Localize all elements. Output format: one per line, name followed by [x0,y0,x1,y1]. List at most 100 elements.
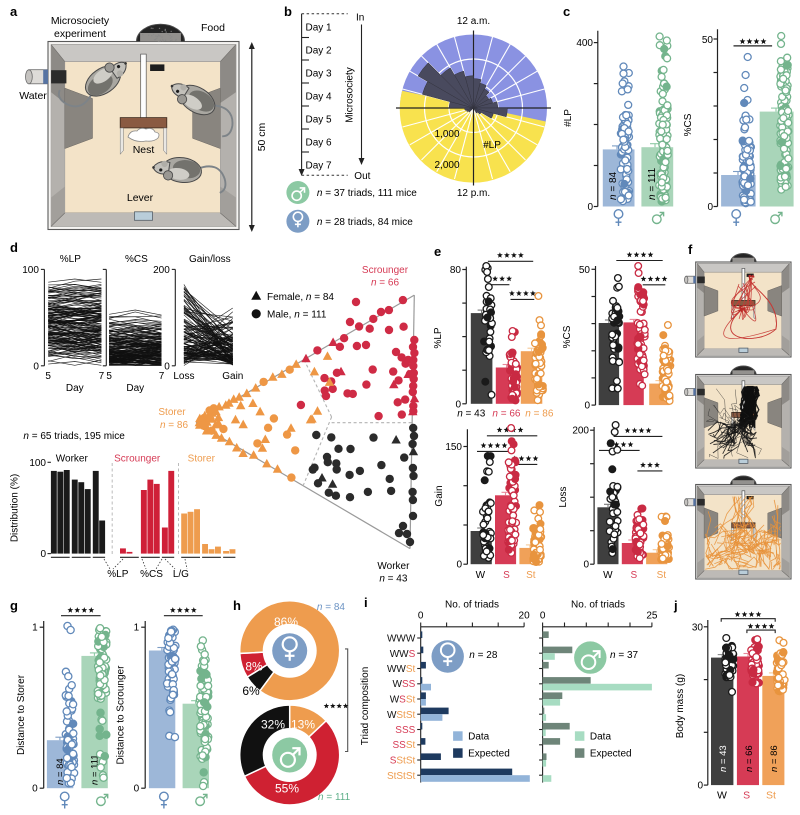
svg-text:0: 0 [164,361,170,372]
svg-text:150: 150 [445,442,462,453]
svg-text:g: g [10,598,18,613]
svg-text:n = 86: n = 86 [160,420,189,431]
svg-text:Distance to Storer: Distance to Storer [16,674,27,755]
svg-text:0: 0 [40,549,46,560]
svg-text:12 a.m.: 12 a.m. [457,16,490,27]
svg-text:St: St [657,570,667,581]
svg-text:Day 1: Day 1 [306,23,333,34]
svg-text:2,000: 2,000 [434,160,459,171]
svg-text:Gain/loss: Gain/loss [189,254,231,265]
svg-text:%CS: %CS [562,325,573,348]
svg-text:i: i [364,595,368,610]
svg-text:5: 5 [45,371,51,382]
svg-text:n = 66: n = 66 [492,409,521,420]
svg-text:StStSt: StStSt [387,771,416,782]
svg-text:h: h [233,598,241,613]
svg-text:experiment: experiment [54,28,106,40]
svg-text:Day 6: Day 6 [306,138,333,149]
svg-text:Storer: Storer [158,407,186,418]
svg-text:SSS: SSS [395,725,415,736]
svg-text:%CS: %CS [683,113,694,136]
svg-text:Worker: Worker [56,454,89,465]
svg-text:WSSt: WSSt [390,695,416,706]
svg-text:13%: 13% [291,718,315,732]
svg-text:n = 86: n = 86 [525,409,554,420]
svg-text:7: 7 [99,371,105,382]
svg-text:Male, n = 111: Male, n = 111 [267,310,327,321]
svg-text:n = 66: n = 66 [744,745,755,772]
svg-text:S: S [503,570,510,581]
svg-text:#LP: #LP [483,140,501,151]
svg-text:St: St [526,570,536,581]
svg-text:1: 1 [32,623,38,634]
svg-text:W: W [476,570,486,581]
svg-text:n = 43: n = 43 [457,409,486,420]
svg-text:Body mass (g): Body mass (g) [675,674,686,738]
svg-text:WWS: WWS [390,649,416,660]
svg-text:Gain: Gain [222,371,243,382]
svg-text:Day: Day [66,383,84,394]
svg-text:n = 43: n = 43 [718,745,729,772]
svg-text:n = 37: n = 37 [610,650,639,661]
svg-text:20: 20 [519,611,531,622]
svg-text:Out: Out [354,171,370,182]
svg-text:0: 0 [583,560,589,571]
svg-text:100: 100 [22,265,39,276]
svg-text:%CS: %CS [125,254,148,265]
svg-text:Day 5: Day 5 [306,115,333,126]
svg-text:St: St [766,790,776,802]
svg-text:d: d [10,240,18,255]
svg-text:0: 0 [707,202,713,213]
svg-text:Loss: Loss [558,486,569,507]
svg-text:Day 4: Day 4 [306,92,333,103]
svg-text:Distance to Scrounger: Distance to Scrounger [116,665,127,765]
svg-text:#LP: #LP [563,109,574,127]
svg-text:5: 5 [106,371,112,382]
svg-text:Day: Day [126,383,144,394]
svg-text:80: 80 [450,265,462,276]
svg-text:200: 200 [153,265,170,276]
svg-text:Expected: Expected [590,749,632,760]
svg-text:Day 7: Day 7 [306,161,333,172]
svg-text:Scrounger: Scrounger [114,454,161,465]
svg-text:c: c [563,4,570,19]
svg-text:Distribution (%): Distribution (%) [10,474,21,542]
svg-text:0: 0 [32,784,38,795]
svg-text:W: W [717,790,727,802]
svg-text:Microsociety: Microsociety [51,15,110,27]
svg-text:0: 0 [33,361,39,372]
svg-text:0: 0 [587,202,593,213]
svg-text:n = 111: n = 111 [318,792,351,803]
svg-text:n = 86: n = 86 [769,745,780,772]
svg-text:Female, n = 84: Female, n = 84 [267,292,334,303]
svg-text:f: f [688,242,693,257]
svg-text:400: 400 [576,38,593,49]
svg-text:n = 111: n = 111 [647,167,658,200]
svg-text:No. of triads: No. of triads [571,600,625,611]
svg-text:Nest: Nest [133,144,155,156]
svg-text:b: b [284,4,292,19]
svg-text:n = 43: n = 43 [379,574,408,585]
svg-text:n = 84: n = 84 [608,171,619,200]
svg-text:12 p.m.: 12 p.m. [457,188,490,199]
svg-text:Data: Data [468,732,490,743]
svg-text:0: 0 [697,781,703,792]
svg-text:32%: 32% [261,718,285,732]
svg-text:86%: 86% [274,615,298,629]
svg-text:200: 200 [572,426,589,437]
svg-text:n = 28: n = 28 [469,650,498,661]
svg-text:Food: Food [201,22,225,34]
svg-text:30: 30 [692,623,704,634]
svg-text:%CS: %CS [140,569,163,580]
svg-text:e: e [434,244,441,259]
svg-text:n = 37 triads, 111 mice: n = 37 triads, 111 mice [317,188,417,199]
svg-text:%LP: %LP [433,327,444,348]
svg-text:S: S [630,570,637,581]
svg-text:0: 0 [584,401,590,412]
svg-text:Day 2: Day 2 [306,46,333,57]
svg-text:No. of triads: No. of triads [445,600,499,611]
svg-text:25: 25 [646,611,658,622]
svg-text:100: 100 [29,458,46,469]
svg-text:1,000: 1,000 [434,129,459,140]
svg-text:6%: 6% [242,684,260,698]
